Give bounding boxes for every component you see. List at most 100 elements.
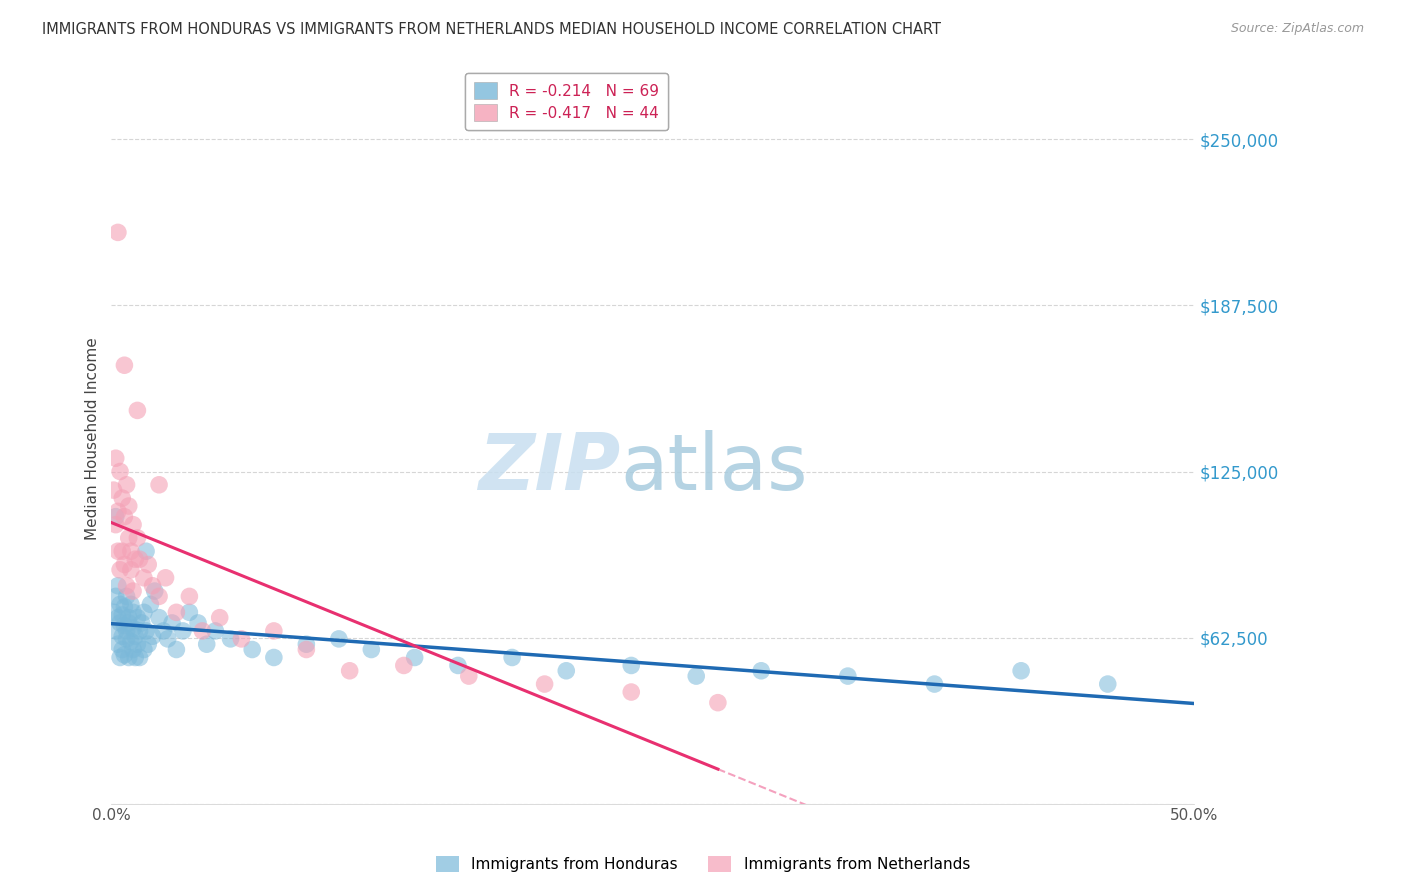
- Point: [115, 477, 138, 491]
- Point: [135, 544, 157, 558]
- Point: [231, 632, 253, 646]
- Point: [219, 632, 242, 646]
- Point: [142, 579, 165, 593]
- Point: [1010, 664, 1032, 678]
- Point: [132, 571, 155, 585]
- Point: [165, 642, 187, 657]
- Point: [104, 517, 127, 532]
- Point: [208, 610, 231, 624]
- Point: [195, 637, 218, 651]
- Point: [148, 610, 170, 624]
- Point: [139, 598, 162, 612]
- Point: [160, 615, 183, 630]
- Point: [924, 677, 946, 691]
- Point: [122, 642, 145, 657]
- Point: [191, 624, 214, 638]
- Point: [124, 552, 146, 566]
- Point: [360, 642, 382, 657]
- Point: [107, 610, 129, 624]
- Point: [142, 629, 165, 643]
- Point: [240, 642, 263, 657]
- Point: [103, 605, 125, 619]
- Y-axis label: Median Household Income: Median Household Income: [86, 337, 100, 540]
- Legend: Immigrants from Honduras, Immigrants from Netherlands: Immigrants from Honduras, Immigrants fro…: [429, 848, 977, 880]
- Text: atlas: atlas: [620, 430, 808, 506]
- Point: [120, 634, 142, 648]
- Point: [837, 669, 859, 683]
- Point: [156, 632, 179, 646]
- Point: [533, 677, 555, 691]
- Point: [179, 605, 201, 619]
- Point: [124, 650, 146, 665]
- Point: [136, 558, 159, 572]
- Point: [128, 552, 150, 566]
- Point: [111, 491, 134, 505]
- Point: [501, 650, 523, 665]
- Point: [295, 642, 318, 657]
- Point: [118, 610, 141, 624]
- Point: [124, 629, 146, 643]
- Point: [132, 605, 155, 619]
- Point: [107, 637, 129, 651]
- Point: [263, 650, 285, 665]
- Point: [620, 685, 643, 699]
- Point: [107, 579, 129, 593]
- Point: [128, 650, 150, 665]
- Point: [457, 669, 479, 683]
- Point: [115, 590, 138, 604]
- Point: [404, 650, 426, 665]
- Point: [204, 624, 226, 638]
- Text: IMMIGRANTS FROM HONDURAS VS IMMIGRANTS FROM NETHERLANDS MEDIAN HOUSEHOLD INCOME : IMMIGRANTS FROM HONDURAS VS IMMIGRANTS F…: [42, 22, 941, 37]
- Point: [179, 590, 201, 604]
- Point: [128, 624, 150, 638]
- Point: [107, 544, 129, 558]
- Point: [122, 605, 145, 619]
- Point: [120, 598, 142, 612]
- Point: [187, 615, 209, 630]
- Point: [112, 358, 135, 372]
- Text: ZIP: ZIP: [478, 430, 620, 506]
- Point: [120, 544, 142, 558]
- Point: [108, 615, 131, 630]
- Point: [108, 650, 131, 665]
- Point: [155, 571, 177, 585]
- Point: [112, 509, 135, 524]
- Point: [152, 624, 174, 638]
- Point: [118, 531, 141, 545]
- Point: [103, 483, 125, 497]
- Point: [131, 615, 153, 630]
- Point: [112, 558, 135, 572]
- Point: [104, 509, 127, 524]
- Point: [685, 669, 707, 683]
- Point: [111, 607, 134, 622]
- Point: [108, 563, 131, 577]
- Point: [122, 584, 145, 599]
- Point: [132, 642, 155, 657]
- Point: [107, 226, 129, 240]
- Point: [112, 648, 135, 662]
- Point: [339, 664, 361, 678]
- Point: [749, 664, 772, 678]
- Point: [111, 642, 134, 657]
- Point: [112, 600, 135, 615]
- Point: [122, 621, 145, 635]
- Point: [104, 451, 127, 466]
- Point: [108, 598, 131, 612]
- Point: [112, 618, 135, 632]
- Point: [108, 465, 131, 479]
- Point: [104, 624, 127, 638]
- Point: [148, 477, 170, 491]
- Point: [447, 658, 470, 673]
- Point: [115, 579, 138, 593]
- Point: [115, 624, 138, 638]
- Text: Source: ZipAtlas.com: Source: ZipAtlas.com: [1230, 22, 1364, 36]
- Point: [328, 632, 350, 646]
- Point: [127, 637, 149, 651]
- Point: [172, 624, 194, 638]
- Point: [127, 531, 149, 545]
- Point: [122, 517, 145, 532]
- Legend: R = -0.214   N = 69, R = -0.417   N = 44: R = -0.214 N = 69, R = -0.417 N = 44: [464, 73, 668, 130]
- Point: [104, 590, 127, 604]
- Point: [165, 605, 187, 619]
- Point: [135, 624, 157, 638]
